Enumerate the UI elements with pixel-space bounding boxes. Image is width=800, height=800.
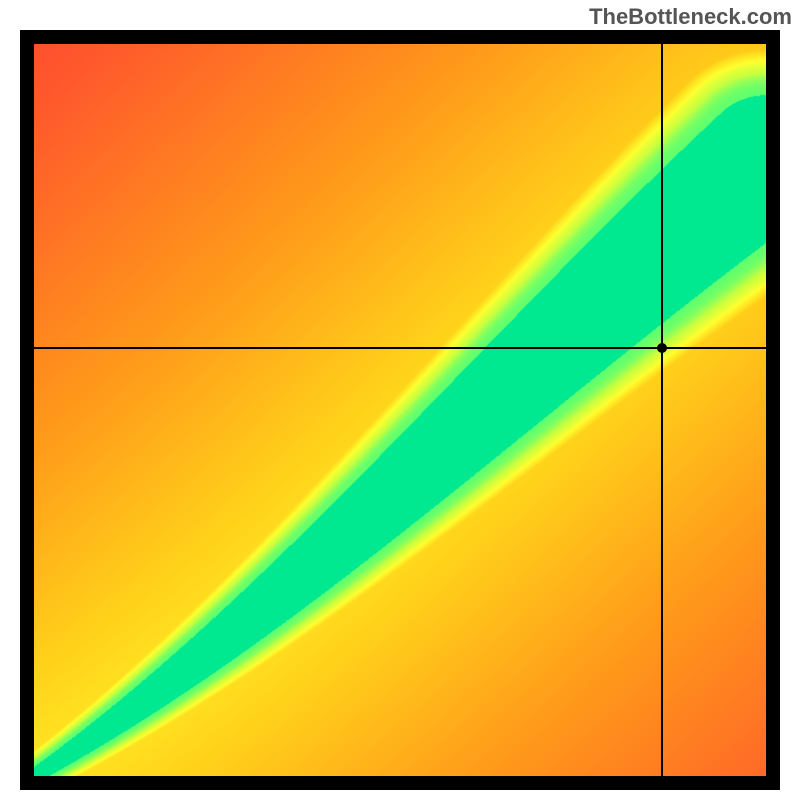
bottleneck-heatmap	[34, 44, 766, 776]
crosshair-marker	[657, 343, 667, 353]
watermark-text: TheBottleneck.com	[589, 4, 792, 30]
crosshair-vertical	[661, 44, 663, 776]
